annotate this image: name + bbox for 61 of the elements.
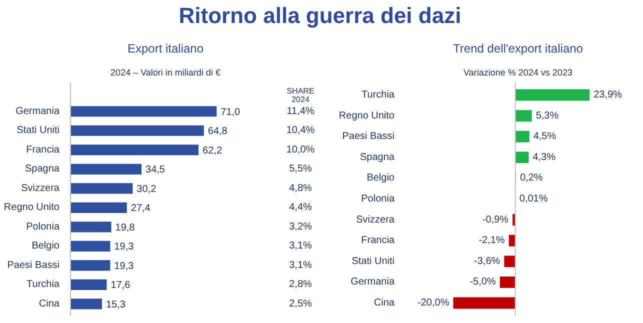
- y-tick-label: Regno Unito: [338, 110, 395, 122]
- y-tick-label: Cina: [38, 298, 60, 310]
- y-tick-label: Francia: [361, 235, 395, 246]
- data-label: 23,9%: [594, 89, 622, 100]
- data-label: 5,3%: [536, 110, 559, 122]
- data-label: 19,3: [114, 242, 134, 253]
- text: 10,0%: [286, 144, 315, 156]
- data-label: 19,3: [114, 260, 134, 272]
- y-tick-label: Turchia: [26, 279, 60, 290]
- data-label: 17,6: [110, 280, 131, 292]
- y-tick-label: Regno Unito: [4, 202, 60, 214]
- y-tick-label: Spagna: [360, 152, 395, 163]
- text: 4,8%: [289, 182, 312, 194]
- data-label: 62,2: [202, 145, 222, 156]
- chart-subtitle: 2024 – Valori in miliardi di €: [110, 68, 220, 78]
- data-label: 71,0: [220, 106, 241, 118]
- y-tick-label: Paesi Bassi: [7, 260, 60, 271]
- data-label: 0,01%: [519, 194, 548, 204]
- text: 4,4%: [289, 202, 312, 214]
- y-tick-label: Svizzera: [21, 182, 60, 194]
- chart-subtitle: Variazione % 2024 vs 2023: [464, 68, 572, 78]
- y-tick-label: Germania: [16, 106, 60, 117]
- y-tick-label: Paesi Bassi: [342, 131, 395, 142]
- data-label: 4,5%: [533, 131, 556, 142]
- data-label: 30,2: [136, 184, 157, 195]
- text: 2,5%: [289, 298, 312, 310]
- y-tick-label: Stati Uniti: [352, 256, 395, 267]
- y-tick-label: Cina: [374, 298, 395, 309]
- text: 10,4%: [286, 125, 315, 136]
- text: 5,5%: [289, 164, 312, 175]
- data-label: 64,8: [208, 126, 228, 138]
- text: 3,2%: [289, 221, 312, 232]
- y-tick-label: Polonia: [361, 194, 395, 204]
- y-tick-label: Belgio: [32, 240, 60, 252]
- text: 3,1%: [289, 260, 312, 271]
- text: 11,4%: [286, 106, 314, 117]
- data-label: 27,4: [130, 203, 151, 214]
- data-label: -20,0%: [418, 298, 450, 309]
- data-label: -2,1%: [478, 235, 505, 246]
- y-tick-label: Stati Uniti: [16, 125, 60, 136]
- data-label: 34,5: [146, 164, 166, 176]
- text: 2,8%: [289, 279, 312, 290]
- text: SHARE 2024: [286, 86, 314, 104]
- y-tick-label: Germania: [350, 276, 395, 288]
- data-label: -3,6%: [474, 256, 500, 267]
- chart-title: Trend dell'export italiano: [453, 42, 584, 56]
- data-label: 15,3: [106, 299, 126, 310]
- data-label: 4,3%: [532, 152, 556, 163]
- y-tick-label: Belgio: [366, 172, 395, 184]
- data-label: -5,0%: [470, 276, 496, 288]
- text: Ritorno alla guerra dei dazi: [178, 2, 462, 30]
- data-label: -0,9%: [482, 214, 509, 226]
- y-tick-label: Francia: [26, 144, 60, 156]
- y-tick-label: Spagna: [25, 164, 60, 175]
- y-tick-label: Polonia: [26, 221, 60, 232]
- data-label: 19,8: [115, 222, 136, 234]
- y-tick-label: Svizzera: [356, 214, 395, 226]
- data-label: 0,2%: [520, 172, 543, 184]
- chart-title: Export italiano: [127, 42, 204, 56]
- text: 3,1%: [289, 240, 312, 252]
- y-tick-label: Turchia: [362, 89, 395, 100]
